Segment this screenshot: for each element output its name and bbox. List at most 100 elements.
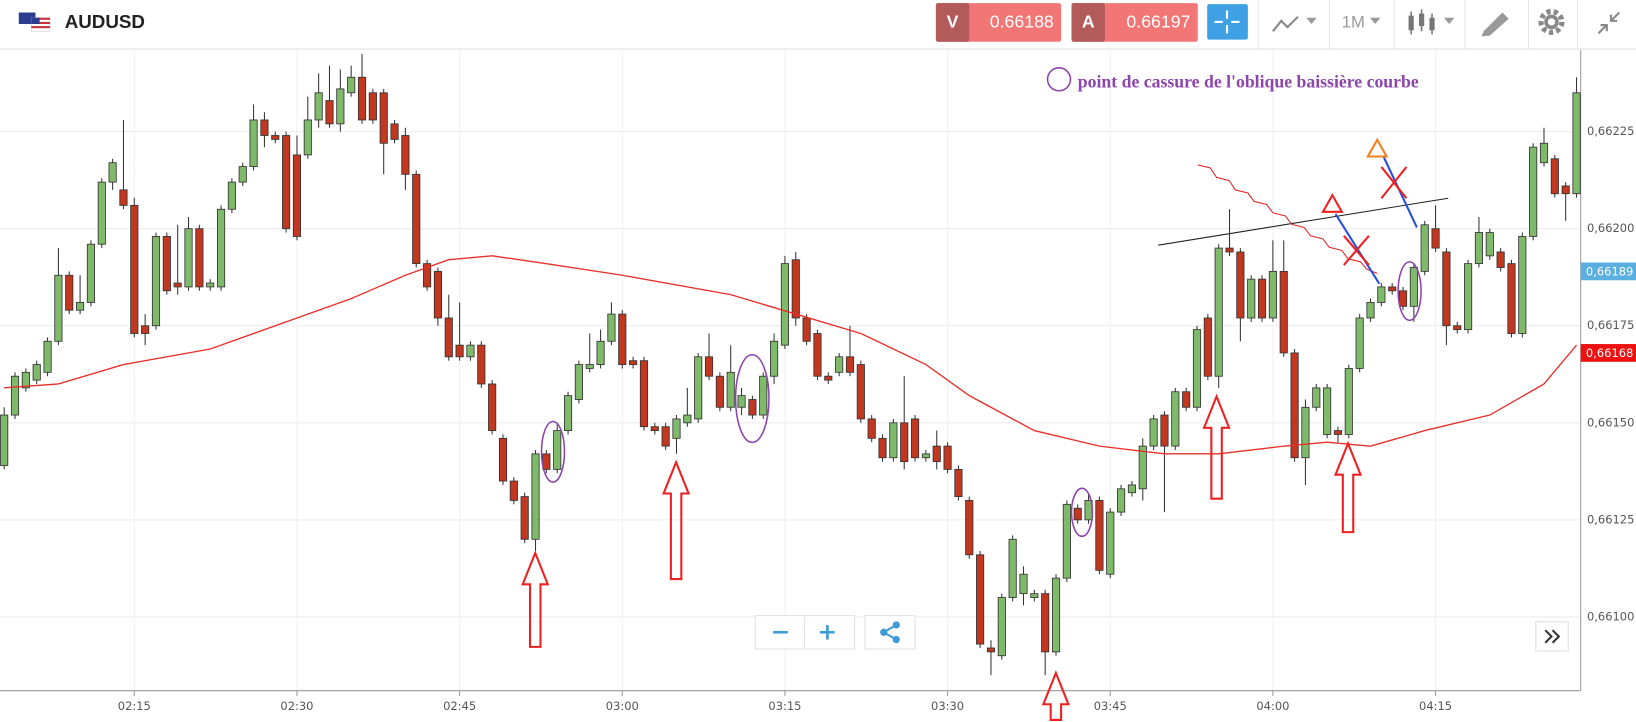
candle <box>1236 248 1245 342</box>
candle-body <box>1561 185 1570 195</box>
candle <box>607 302 616 346</box>
candle-body <box>1203 317 1212 377</box>
candle-body <box>0 414 9 466</box>
settings-button[interactable] <box>1538 8 1565 35</box>
arrow-marker <box>1041 670 1070 721</box>
candle-body <box>206 282 215 288</box>
candle <box>1041 589 1050 676</box>
candle-body <box>759 375 768 416</box>
candle <box>1019 566 1028 606</box>
candle-body <box>54 274 63 342</box>
candle-body <box>954 468 963 497</box>
candle <box>1572 77 1581 198</box>
candle-body <box>910 418 920 459</box>
chart-type-button[interactable] <box>1408 9 1455 35</box>
candle <box>1550 154 1559 198</box>
candle <box>563 391 573 435</box>
candle-body <box>1279 270 1288 354</box>
candle <box>954 465 963 501</box>
candle <box>412 170 421 268</box>
candle <box>737 387 746 416</box>
collapse-button[interactable] <box>1597 11 1621 35</box>
crosshair-button[interactable] <box>1207 4 1248 40</box>
candle <box>824 372 833 384</box>
candle-body <box>1030 593 1039 598</box>
indicator-button[interactable] <box>1272 15 1317 32</box>
candle-body <box>986 647 996 653</box>
candle <box>1095 496 1104 575</box>
candle <box>1344 364 1353 439</box>
candle-body <box>455 344 464 358</box>
candle-body <box>466 344 475 358</box>
buy-button[interactable]: A 0.66197 <box>1071 3 1198 42</box>
candle-body <box>1149 418 1158 447</box>
candle <box>292 135 302 241</box>
candle-body <box>607 313 616 342</box>
buy-price[interactable]: 0.66197 <box>1126 12 1190 32</box>
buy-label[interactable]: A <box>1082 12 1095 32</box>
sell-price[interactable]: 0.66188 <box>990 12 1054 32</box>
candle <box>379 88 388 175</box>
sell-label[interactable]: V <box>947 12 959 32</box>
scroll-right-button[interactable] <box>1535 621 1569 652</box>
candle <box>1073 504 1082 524</box>
candle-body <box>1442 251 1451 327</box>
candle <box>206 279 215 291</box>
candle-body <box>162 236 171 292</box>
candle <box>976 550 985 648</box>
share-button[interactable] <box>864 615 916 650</box>
x-tick-label: 03:00 <box>606 699 639 713</box>
candle-body <box>1257 278 1267 319</box>
candle <box>368 88 377 124</box>
candle <box>1160 411 1169 513</box>
candle <box>748 395 757 419</box>
candle-body <box>249 119 258 167</box>
candle <box>1529 143 1538 241</box>
candle-body <box>867 418 876 439</box>
candle <box>1008 535 1017 602</box>
candle <box>1474 217 1484 268</box>
candle-body <box>1464 263 1473 331</box>
candle <box>650 422 659 435</box>
sell-button[interactable]: V 0.66188 <box>935 3 1062 42</box>
candle <box>1366 298 1375 322</box>
x-tick-label: 03:15 <box>768 699 801 713</box>
candle <box>759 372 768 419</box>
candle <box>390 119 399 144</box>
candle-body <box>900 422 909 463</box>
candle-body <box>835 356 844 373</box>
candle-body <box>43 340 52 373</box>
buy-label-box[interactable] <box>1071 3 1105 42</box>
flag-icon <box>18 12 51 32</box>
price-marker-label: 0,66189 <box>1586 264 1633 278</box>
candle-body <box>704 356 714 377</box>
candle <box>1225 209 1234 256</box>
candle-body <box>921 453 930 459</box>
candle-body <box>574 364 583 400</box>
timeframe[interactable]: 1M <box>1342 12 1365 31</box>
candle-body <box>314 92 323 121</box>
candle-body <box>1214 247 1223 377</box>
candle-body <box>1117 488 1126 513</box>
timeframe-button[interactable]: 1M <box>1342 12 1381 31</box>
candle <box>585 333 594 373</box>
y-tick-label: 0,66175 <box>1587 318 1634 332</box>
candle <box>260 112 269 148</box>
candle <box>1138 438 1147 501</box>
candle <box>227 178 236 214</box>
candle-body <box>1333 430 1343 435</box>
candle <box>780 255 789 350</box>
zoom-in-button[interactable] <box>820 624 835 640</box>
candle <box>1377 283 1386 307</box>
candle <box>195 224 204 291</box>
candle-body <box>672 418 681 439</box>
sell-label-box[interactable] <box>935 3 970 42</box>
candle <box>1355 314 1364 373</box>
zoom-toolbar <box>754 615 916 650</box>
candle-body <box>585 364 594 369</box>
candle-body <box>520 496 529 540</box>
arrow-marker <box>1333 440 1363 534</box>
draw-button[interactable] <box>1481 12 1509 37</box>
candle-body <box>1106 511 1115 575</box>
